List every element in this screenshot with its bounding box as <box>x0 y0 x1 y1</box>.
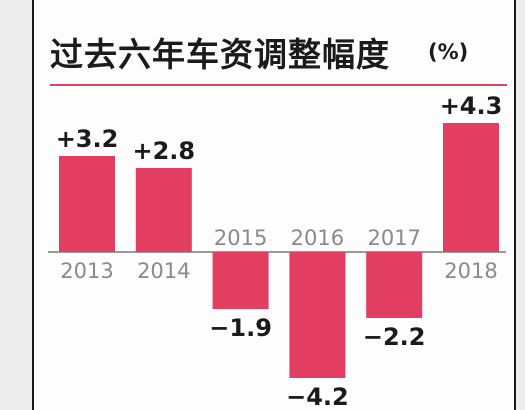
year-label-2015: 2015 <box>214 226 267 250</box>
value-label-2016: −4.2 <box>286 383 349 410</box>
chart-title: 过去六年车资调整幅度 <box>50 35 390 74</box>
value-label-2014: +2.8 <box>132 137 195 165</box>
unit-label: (%) <box>428 40 469 64</box>
value-label-2017: −2.2 <box>363 323 426 351</box>
bar-2016 <box>289 252 346 378</box>
bar-2014 <box>135 168 192 252</box>
title-underline <box>50 84 507 86</box>
value-label-2015: −1.9 <box>209 314 272 342</box>
year-label-2016: 2016 <box>291 226 344 250</box>
bar-2017 <box>366 252 423 318</box>
year-label-2017: 2017 <box>367 226 420 250</box>
bar-2013 <box>59 156 115 252</box>
value-label-2013: +3.2 <box>56 125 119 153</box>
year-label-2018: 2018 <box>444 259 497 283</box>
year-label-2014: 2014 <box>137 259 190 283</box>
year-label-2013: 2013 <box>60 259 113 283</box>
value-label-2018: +4.3 <box>440 92 503 120</box>
bar-2018 <box>443 123 499 252</box>
bar-2015 <box>212 252 269 309</box>
